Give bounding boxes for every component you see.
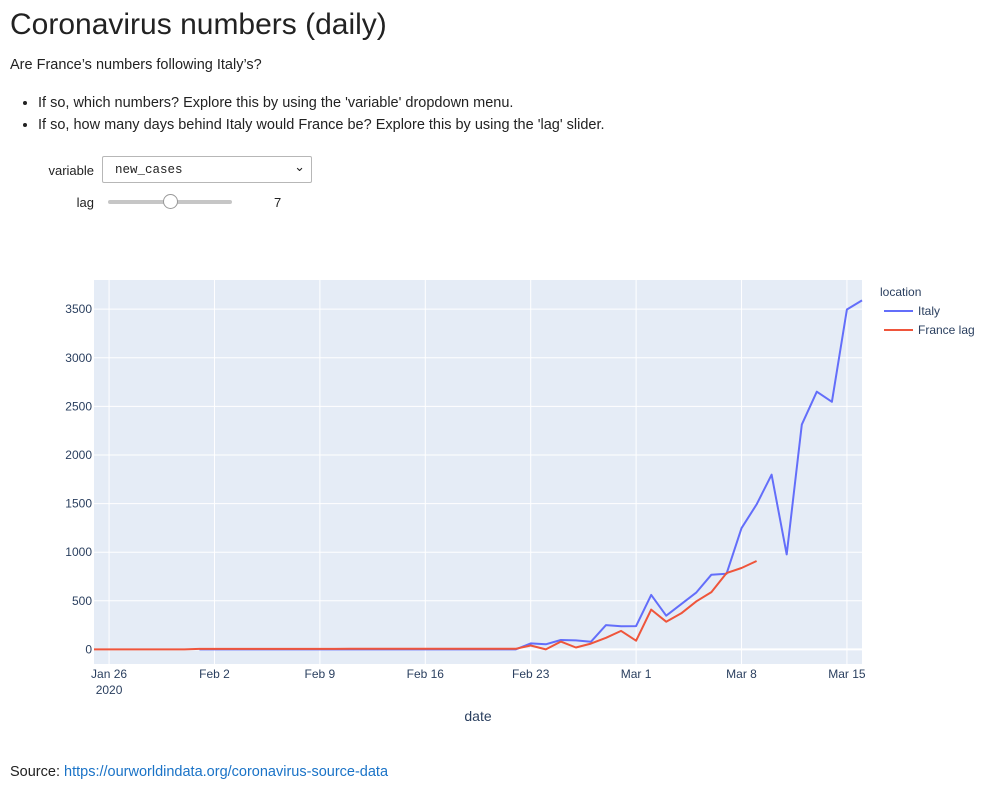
y-tick-label: 1000 <box>65 545 92 559</box>
x-tick-label: Feb 23 <box>512 667 550 681</box>
y-tick-label: 2500 <box>65 399 92 413</box>
y-tick-label: 2000 <box>65 448 92 462</box>
variable-label: variable <box>48 163 94 178</box>
plot-background <box>94 280 862 664</box>
source-link[interactable]: https://ourworldindata.org/coronavirus-s… <box>64 764 389 780</box>
variable-selected-value: new_cases <box>115 163 183 177</box>
chart-container: 0 500 1000 1500 2000 2500 3000 3500 Jan 26 Feb 2 F… <box>0 270 991 730</box>
series-line-france-lag <box>94 560 758 651</box>
y-tick-label: 0 <box>85 642 92 656</box>
lag-slider-handle[interactable] <box>162 194 178 209</box>
instruction-item: If so, how many days behind Italy would … <box>38 114 605 136</box>
x-tick-label: Feb 2 <box>199 667 230 681</box>
instruction-item: If so, which numbers? Explore this by us… <box>38 92 605 114</box>
y-tick-label: 500 <box>72 594 92 608</box>
page-subtitle: Are France’s numbers following Italy’s? <box>10 57 262 73</box>
chevron-down-icon: ⌄ <box>294 160 305 175</box>
source-line: Source: https://ourworldindata.org/coron… <box>10 764 388 780</box>
line-chart: 0 500 1000 1500 2000 2500 3000 3500 Jan 26 Feb 2 F… <box>65 280 975 724</box>
legend-item: Italy <box>918 304 940 318</box>
source-label: Source: <box>10 764 60 780</box>
legend-title: location <box>880 285 921 299</box>
variable-dropdown[interactable]: new_cases ⌄ <box>102 156 312 183</box>
lag-slider-value: 7 <box>274 195 282 210</box>
y-tick-label: 3000 <box>65 351 92 365</box>
x-tick-sublabel: 2020 <box>96 683 123 697</box>
x-tick-label: Jan 26 <box>91 667 127 681</box>
x-axis-title: date <box>464 708 491 724</box>
x-tick-label: Feb 16 <box>407 667 445 681</box>
x-tick-label: Mar 15 <box>828 667 866 681</box>
x-tick-label: Mar 8 <box>726 667 757 681</box>
y-tick-label: 3500 <box>65 302 92 316</box>
x-tick-label: Feb 9 <box>305 667 336 681</box>
legend-item: France lag <box>918 323 975 337</box>
instructions-list: If so, which numbers? Explore this by us… <box>10 92 605 136</box>
x-tick-label: Mar 1 <box>621 667 652 681</box>
lag-label: lag <box>76 195 94 210</box>
page-title: Coronavirus numbers (daily) <box>10 8 387 41</box>
y-tick-label: 1500 <box>65 497 92 511</box>
